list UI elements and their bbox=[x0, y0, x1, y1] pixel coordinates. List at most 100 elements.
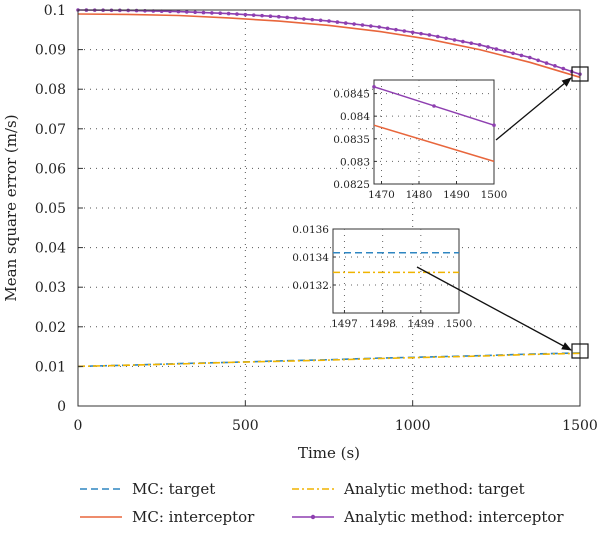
zoom-arrows bbox=[416, 77, 572, 351]
inset-y-tick-label: 0.0835 bbox=[333, 134, 370, 146]
series-point bbox=[528, 55, 532, 60]
inset-x-tick-label: 1499 bbox=[407, 318, 434, 330]
series-point bbox=[435, 34, 440, 39]
series-point bbox=[193, 10, 197, 15]
series-point bbox=[427, 33, 432, 37]
inset-y-tick-label: 0.084 bbox=[340, 111, 370, 123]
main-grid bbox=[78, 10, 580, 406]
y-tick-label: 0.01 bbox=[35, 359, 66, 375]
series-point bbox=[394, 27, 398, 32]
x-axis-title: Time (s) bbox=[298, 444, 360, 462]
legend-swatch-point bbox=[310, 514, 316, 520]
inset-y-tick-label: 0.0136 bbox=[292, 224, 329, 236]
series-point bbox=[544, 61, 549, 65]
legend-label: MC: interceptor bbox=[132, 508, 255, 526]
series-point bbox=[260, 13, 264, 18]
zoom-markers bbox=[571, 66, 589, 359]
inset-x-tick-label: 1497 bbox=[331, 318, 358, 330]
zoom-arrow bbox=[416, 266, 572, 351]
inset-y-tick-label: 0.0134 bbox=[292, 252, 329, 264]
zoom-box bbox=[571, 343, 589, 359]
inset-series-point bbox=[372, 84, 376, 89]
inset-x-tick-label: 1480 bbox=[406, 189, 433, 201]
y-tick-label: 0.08 bbox=[35, 82, 66, 98]
series-point bbox=[210, 11, 214, 15]
x-tick-label: 500 bbox=[232, 418, 259, 434]
main-series bbox=[76, 8, 582, 368]
inset-y-tick-label: 0.0845 bbox=[333, 89, 370, 101]
zoom-arrow bbox=[495, 77, 572, 141]
y-tick-label: 0.09 bbox=[35, 43, 66, 59]
x-tick-label: 1000 bbox=[395, 418, 431, 434]
inset-series-point bbox=[492, 123, 496, 128]
inset-target-zoom: 1497 1498 1499 1500 0.0132 0.0134 0.0136 bbox=[292, 224, 472, 330]
y-tick-label: 0.06 bbox=[35, 161, 66, 177]
series-point bbox=[410, 30, 415, 35]
series-point bbox=[502, 49, 507, 53]
series-point bbox=[318, 18, 323, 23]
inset-interceptor-zoom: 1470 1480 1490 1500 0.0825 0.083 0.0835 0.084 0.… bbox=[333, 79, 507, 201]
main-ticks: 0 500 1000 1500 0 0.01 0.02 0.03 0.04 0.05 0.06 0.0… bbox=[35, 3, 598, 434]
inset-frame bbox=[373, 79, 495, 185]
y-tick-label: 0 bbox=[57, 399, 66, 415]
legend-label: Analytic method: target bbox=[343, 480, 525, 498]
series-point bbox=[184, 10, 189, 14]
zoom-box bbox=[571, 66, 589, 82]
series-point bbox=[201, 10, 206, 15]
inset-y-tick-label: 0.0132 bbox=[292, 280, 329, 292]
series-point bbox=[452, 38, 457, 42]
series-point bbox=[243, 12, 248, 17]
series-point bbox=[335, 20, 340, 24]
inset-series-point bbox=[432, 104, 436, 108]
series-point bbox=[553, 64, 557, 68]
y-tick-label: 0.04 bbox=[35, 241, 66, 257]
y-tick-label: 0.1 bbox=[44, 3, 66, 19]
series-point bbox=[235, 12, 239, 16]
series-point bbox=[402, 29, 407, 33]
series-line bbox=[77, 352, 581, 368]
series-point bbox=[176, 9, 181, 14]
series-point bbox=[486, 45, 490, 49]
series-point bbox=[511, 51, 515, 56]
series-point bbox=[277, 14, 281, 19]
legend-label: MC: target bbox=[132, 480, 215, 498]
series-point bbox=[369, 24, 373, 28]
series-point bbox=[302, 17, 306, 21]
series-point bbox=[310, 17, 315, 22]
legend-label: Analytic method: interceptor bbox=[343, 508, 564, 526]
series-point bbox=[519, 53, 524, 58]
series-point bbox=[218, 11, 223, 16]
series-point bbox=[494, 47, 499, 51]
series-point bbox=[343, 21, 348, 25]
y-axis-title: Mean square error (m/s) bbox=[2, 114, 20, 301]
series-line bbox=[77, 13, 581, 79]
series-point bbox=[268, 14, 273, 19]
x-tick-label: 0 bbox=[74, 418, 83, 434]
y-tick-label: 0.03 bbox=[35, 280, 66, 296]
y-tick-label: 0.07 bbox=[35, 122, 66, 138]
series-line bbox=[77, 352, 581, 368]
inset-x-tick-label: 1490 bbox=[443, 189, 470, 201]
series-point bbox=[327, 19, 331, 23]
series-point bbox=[285, 15, 289, 20]
series-point bbox=[536, 58, 540, 63]
series-point bbox=[385, 26, 390, 31]
series-point bbox=[419, 31, 423, 36]
y-tick-label: 0.05 bbox=[35, 201, 66, 217]
series-point bbox=[444, 36, 448, 41]
inset-x-tick-label: 1500 bbox=[446, 318, 473, 330]
inset-y-tick-label: 0.083 bbox=[340, 156, 370, 168]
series-point bbox=[251, 13, 256, 17]
inset-series-line bbox=[373, 124, 495, 163]
series-point bbox=[134, 8, 139, 13]
series-point bbox=[469, 41, 474, 45]
series-point bbox=[352, 22, 356, 26]
series-point bbox=[293, 16, 298, 20]
series-point bbox=[360, 23, 365, 27]
inset-x-tick-label: 1498 bbox=[369, 318, 396, 330]
inset-frame bbox=[332, 228, 460, 314]
y-tick-label: 0.02 bbox=[35, 320, 66, 336]
series-point bbox=[477, 43, 482, 47]
inset-x-tick-label: 1470 bbox=[368, 189, 395, 201]
